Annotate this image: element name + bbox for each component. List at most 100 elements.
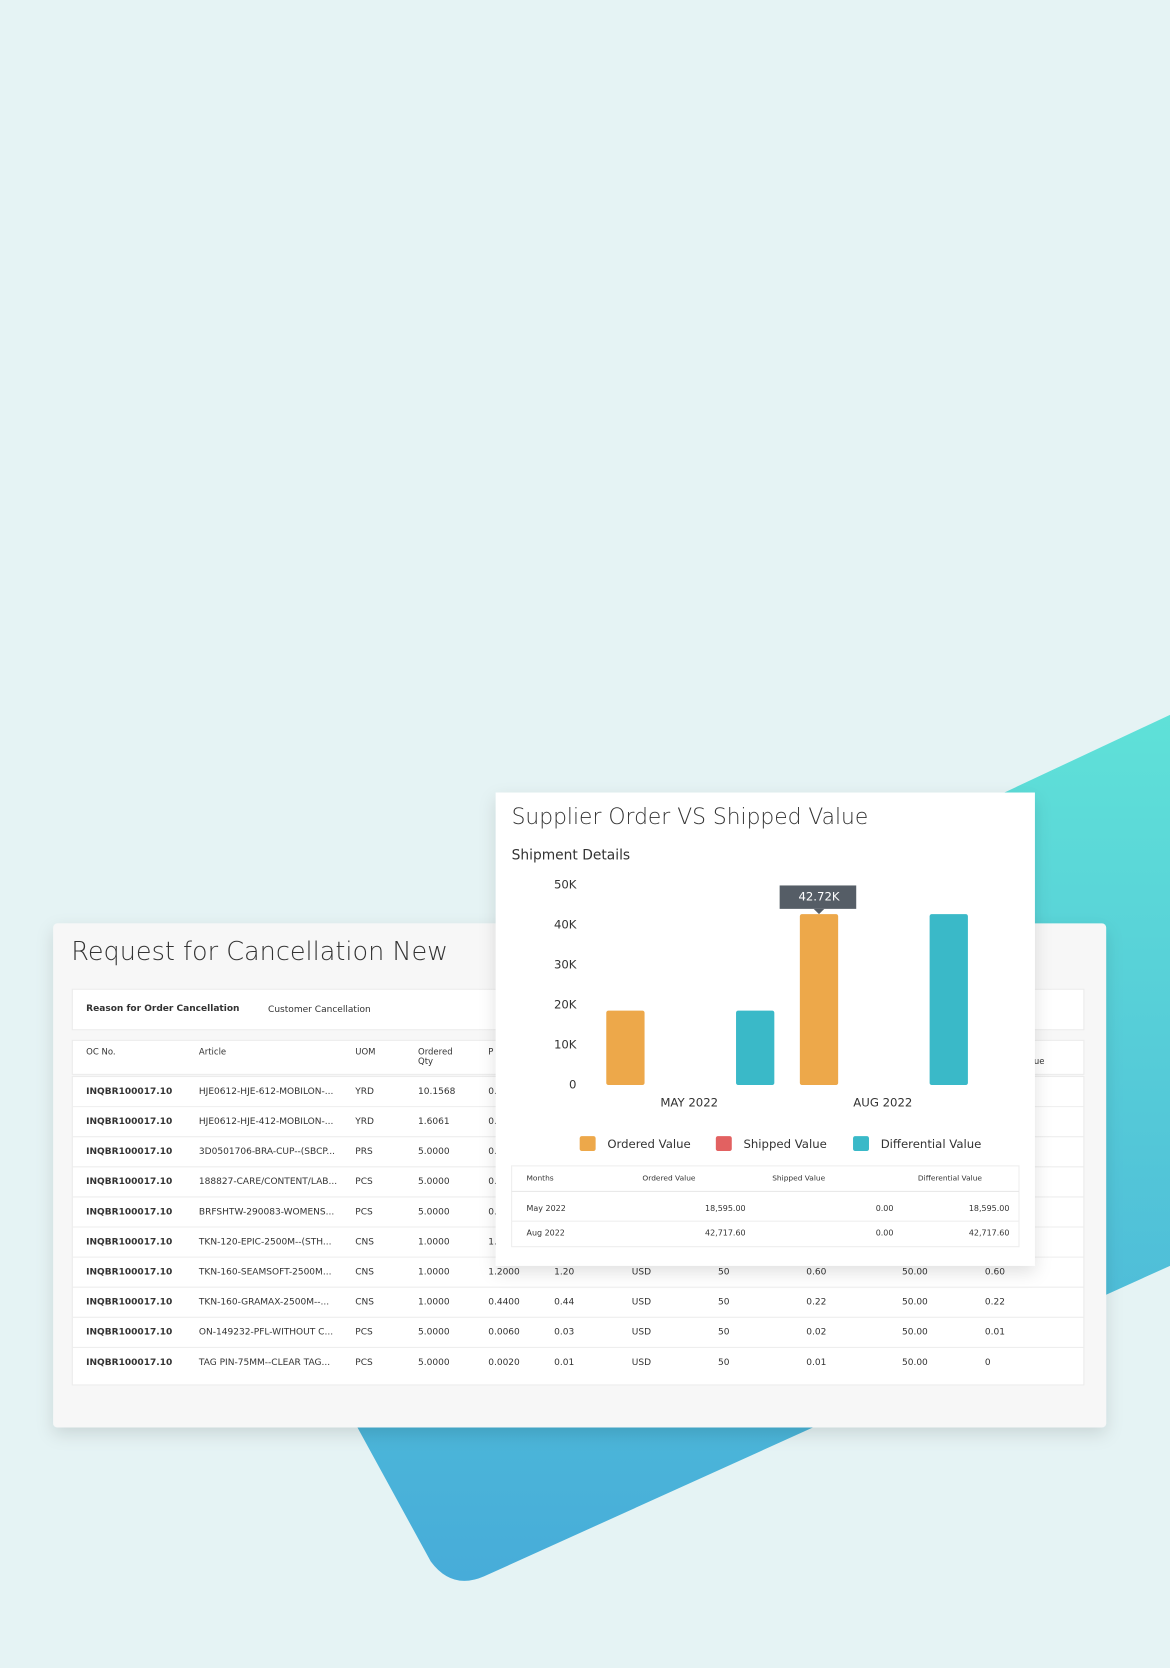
bar xyxy=(736,1010,775,1086)
tooltip xyxy=(779,885,857,909)
table-cell: CNS xyxy=(355,1268,374,1278)
table-cell: CNS xyxy=(355,1237,374,1247)
table-cell: 50 xyxy=(718,1268,730,1278)
table-cell: 5.0000 xyxy=(418,1328,450,1338)
table-cell: 0.0020 xyxy=(488,1358,520,1368)
table-cell: 0 xyxy=(985,1358,991,1368)
table-cell: CNS xyxy=(355,1298,374,1308)
table-cell: 0.0060 xyxy=(488,1328,520,1338)
table-cell: USD xyxy=(632,1298,651,1308)
table-cell: 0.22 xyxy=(806,1298,826,1308)
table-cell: 0.00 xyxy=(876,1228,894,1237)
table-cell: TAG PIN-75MM--CLEAR TAG... xyxy=(198,1358,330,1368)
table-cell: 10.1568 xyxy=(418,1087,456,1097)
column-header: Shipped Value xyxy=(772,1174,825,1183)
table-cell: PCS xyxy=(355,1177,373,1187)
table-cell: 42,717.60 xyxy=(969,1228,1010,1237)
table-cell: 0. xyxy=(488,1207,497,1217)
table-cell: 50.00 xyxy=(902,1268,928,1278)
table-cell: INQBR100017.10 xyxy=(86,1328,172,1338)
table-cell: 1.20 xyxy=(554,1268,574,1278)
table-cell: YRD xyxy=(354,1087,374,1097)
column-header: Article xyxy=(199,1048,226,1058)
table-cell: 50.00 xyxy=(902,1298,928,1308)
y-tick-label: 0 xyxy=(569,1078,576,1092)
table-cell: USD xyxy=(632,1358,651,1368)
legend-label: Shipped Value xyxy=(743,1137,826,1151)
column-header: Differential Value xyxy=(918,1174,982,1183)
table-cell: 3D0501706-BRA-CUP--(SBCP... xyxy=(199,1147,335,1157)
table-cell: 0.02 xyxy=(806,1328,826,1338)
column-header: ue xyxy=(1034,1057,1045,1067)
table-cell: PCS xyxy=(355,1358,373,1368)
chart-table xyxy=(511,1165,1020,1248)
y-tick-label: 30K xyxy=(554,958,577,972)
bar xyxy=(799,914,839,1086)
table-cell: 0.60 xyxy=(806,1268,826,1278)
table-cell: 1.0000 xyxy=(418,1237,450,1247)
legend-swatch xyxy=(853,1136,869,1151)
table-cell: 50.00 xyxy=(902,1358,928,1368)
table-cell: 1. xyxy=(488,1237,497,1247)
x-tick-label: AUG 2022 xyxy=(853,1096,912,1110)
table-cell: 5.0000 xyxy=(418,1358,450,1368)
table-cell: 0.01 xyxy=(554,1358,574,1368)
table-cell: INQBR100017.10 xyxy=(86,1358,172,1368)
table-cell: USD xyxy=(632,1268,651,1278)
table-cell: 0.22 xyxy=(985,1298,1005,1308)
table-cell: 18,595.00 xyxy=(705,1204,746,1213)
reason-value: Customer Cancellation xyxy=(268,1005,371,1015)
table-cell: 0. xyxy=(488,1147,497,1157)
table-cell: 0.60 xyxy=(985,1268,1005,1278)
table-cell: 0.44 xyxy=(554,1298,574,1308)
column-header: Ordered xyxy=(418,1048,453,1058)
legend-swatch xyxy=(579,1136,596,1151)
table-cell: 50 xyxy=(718,1358,730,1368)
table-cell: 1.0000 xyxy=(418,1298,450,1308)
table-cell: 0. xyxy=(488,1177,497,1187)
table-cell: Aug 2022 xyxy=(526,1228,564,1237)
table-cell: 50.00 xyxy=(902,1328,928,1338)
legend-label: Differential Value xyxy=(881,1137,982,1151)
column-header: Ordered Value xyxy=(642,1174,695,1183)
table-cell: INQBR100017.10 xyxy=(86,1298,172,1308)
table-cell: INQBR100017.10 xyxy=(86,1177,172,1187)
table-cell: INQBR100017.10 xyxy=(86,1087,172,1097)
table-cell: BRFSHTW-290083-WOMENS... xyxy=(199,1207,334,1217)
y-tick-label: 50K xyxy=(554,878,577,892)
table-cell: PRS xyxy=(355,1147,373,1157)
column-header: P xyxy=(488,1048,493,1058)
column-header: Qty xyxy=(418,1057,433,1067)
table-cell: INQBR100017.10 xyxy=(86,1117,172,1127)
table-cell: 5.0000 xyxy=(418,1207,450,1217)
y-tick-label: 20K xyxy=(554,998,577,1012)
table-cell: 0.4400 xyxy=(488,1298,520,1308)
reason-label: Reason for Order Cancellation xyxy=(86,1004,239,1014)
y-tick-label: 10K xyxy=(554,1038,577,1052)
table-cell: 1.2000 xyxy=(488,1268,520,1278)
table-cell: 0.01 xyxy=(806,1358,826,1368)
table-cell: YRD xyxy=(354,1117,374,1127)
table-cell: TKN-160-SEAMSOFT-2500M... xyxy=(198,1268,332,1278)
table-cell: TKN-120-EPIC-2500M--(STH... xyxy=(198,1237,332,1247)
tooltip-arrow xyxy=(813,908,825,915)
table-cell: 188827-CARE/CONTENT/LAB... xyxy=(199,1177,337,1187)
table-cell: 5.0000 xyxy=(418,1177,450,1187)
table-cell: May 2022 xyxy=(526,1204,565,1213)
table-cell: HJE0612-HJE-412-MOBILON-... xyxy=(199,1117,334,1127)
table-cell: ON-149232-PFL-WITHOUT C... xyxy=(199,1328,333,1338)
table-cell: 50 xyxy=(718,1328,730,1338)
column-header: OC No. xyxy=(86,1048,115,1058)
table-cell: 18,595.00 xyxy=(969,1204,1010,1213)
chart-title: Supplier Order VS Shipped Value xyxy=(512,805,869,830)
form-title: Request for Cancellation New xyxy=(71,937,448,967)
table-cell: 0.00 xyxy=(876,1204,894,1213)
table-cell: TKN-160-GRAMAX-2500M--... xyxy=(198,1298,329,1308)
table-cell: USD xyxy=(632,1328,651,1338)
bar xyxy=(929,914,968,1086)
table-cell: 1.6061 xyxy=(418,1117,450,1127)
table-cell: 0. xyxy=(488,1117,497,1127)
table-cell: INQBR100017.10 xyxy=(86,1268,172,1278)
table-cell: PCS xyxy=(355,1207,373,1217)
